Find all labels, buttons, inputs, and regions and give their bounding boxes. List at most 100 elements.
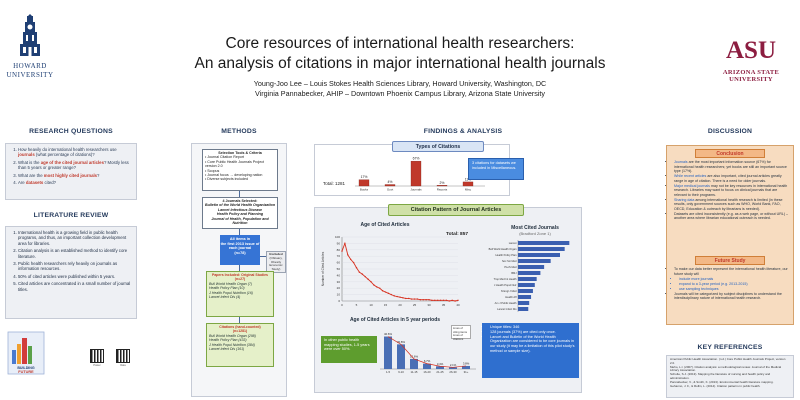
- literature-review-item: Cited articles are concentrated in a sma…: [18, 281, 133, 292]
- selection-tool-item: • Journal focus → developing nation: [205, 173, 263, 178]
- five-series-line: [387, 336, 467, 368]
- cited-category-label: Lancet: [509, 241, 517, 245]
- research-question-text: (what percentage of citations)?: [34, 152, 95, 158]
- reference-item: Pannabecker, V., & Smith, K. (2013). Env…: [670, 379, 774, 384]
- cited-category-label: Bull World Health Organ: [489, 247, 517, 251]
- five-value-label: 6.7%: [424, 359, 431, 363]
- types-chart: 17%Books4%Govt67%Journals2%Reports11%Mis…: [355, 157, 485, 192]
- public-health-note: In other public health mapping studies, …: [321, 336, 377, 363]
- age-x-tick: 10: [369, 303, 373, 307]
- conclusion-highlight: Major medical journals: [674, 183, 710, 188]
- five-bar: [436, 366, 444, 369]
- age-point: [425, 299, 427, 301]
- paper-count-item: Bull World Health Organ (7): [209, 281, 252, 286]
- methods-panel: Selection Tools & Criteria • Journal Cit…: [191, 143, 287, 397]
- conclusion-list: Journals are the most important informat…: [670, 160, 790, 221]
- research-question: What is the age of the cited journal art…: [18, 160, 133, 171]
- age-y-tick: 40: [337, 273, 341, 277]
- papers-included-list: Bull World Health Organ (7) Health Policy…: [209, 282, 271, 300]
- reference-item: Gehanno, J. F., & Rollin, L. (2014). Cit…: [670, 383, 761, 388]
- citation-count-item: Health Policy Plan (433): [209, 338, 247, 343]
- types-category-label: Books: [360, 188, 369, 192]
- paper-count-item: Health Policy Plan (10): [209, 286, 245, 291]
- flow-arrow: [260, 256, 266, 257]
- cited-bar: [518, 295, 532, 299]
- howard-logo: HOWARD UNIVERSITY: [4, 14, 56, 80]
- excluded-title: Excluded: [269, 252, 283, 256]
- asu-letters: ASU: [726, 37, 776, 62]
- selection-tools-list: • Journal Citation Report • Core Public H…: [205, 155, 275, 181]
- cited-category-label: Lancet Infect Dis: [497, 307, 517, 311]
- papers-included-title: Papers Included: Original Studies: [211, 273, 268, 277]
- types-note: 3 citations for datasets we included in …: [468, 158, 524, 180]
- all-items-line-1: All items in: [229, 237, 251, 241]
- five-value-label: 2.1%: [450, 363, 457, 367]
- age-point: [454, 300, 456, 302]
- five-category-label: 26-30: [449, 370, 457, 374]
- papers-included-box: Papers Included: Original Studies (n=27)…: [206, 271, 274, 317]
- title-line-2: An analysis of citations in major intern…: [194, 55, 606, 72]
- research-question-text: ? Mostly less than 5 years or greater ra…: [18, 159, 129, 171]
- qr-code-data[interactable]: [116, 349, 130, 363]
- age-point: [358, 271, 361, 273]
- research-question-text: cited?: [43, 180, 56, 186]
- types-category-label: Journals: [410, 188, 422, 192]
- citations-box: Citations (hand-counted) (n=1281) Bull W…: [206, 323, 274, 367]
- types-category-label: Misc: [465, 188, 472, 192]
- journals-selected-list: Bulletin of the World Health Organizatio…: [205, 203, 275, 225]
- types-title: Types of Citations: [392, 141, 484, 152]
- literature-review-item: 50% of cited articles were published wit…: [18, 274, 133, 279]
- five-category-label: 21-25: [436, 370, 444, 374]
- selection-tool-item: • Core Public Health Journals Project ve…: [205, 159, 264, 169]
- excluded-line-1: (Obituary,: [269, 255, 283, 260]
- age-x-tick: 30: [427, 303, 431, 307]
- age-point: [402, 297, 404, 299]
- author-line-1: Young-Joo Lee – Louis Stokes Health Scie…: [253, 79, 547, 88]
- age-point: [361, 273, 363, 275]
- age-y-tick: 20: [337, 286, 341, 290]
- cited-category-label: Trop Med Int Health: [494, 277, 517, 281]
- literature-review-item: International health is a growing field …: [18, 230, 133, 246]
- age-x-tick: 40: [456, 303, 460, 307]
- conclusion-item: While recent articles are also important…: [674, 174, 790, 183]
- age-total: Total: 857: [446, 232, 469, 237]
- selection-tools-title: Selection Tools & Criteria: [218, 151, 262, 155]
- future-study-text: To make our data better represent the in…: [670, 267, 790, 301]
- types-bar: [410, 160, 422, 187]
- five-value-label: 12.6%: [410, 354, 418, 358]
- future-study-item: Journals will be categorized by subject …: [674, 292, 790, 301]
- cited-bar: [518, 241, 570, 245]
- five-value-label: 30.8%: [397, 340, 405, 344]
- future-study-item: expand to a 3-year period (e.g. 2013-201…: [679, 282, 790, 287]
- future-study-list: To make our data better represent the in…: [670, 267, 790, 301]
- legend-line-1: Lines of citing items: [453, 326, 467, 334]
- research-question-highlight: journals: [18, 152, 35, 158]
- types-total: Total: 1281: [323, 181, 346, 186]
- five-bar: [384, 336, 392, 369]
- research-question-text: What are the: [18, 172, 44, 178]
- age-x-tick: 35: [442, 303, 446, 307]
- citation-count-item: Lancet Infect Dis (161): [209, 347, 245, 352]
- five-bar: [423, 363, 431, 369]
- age-point: [344, 242, 346, 245]
- age-point: [457, 299, 459, 302]
- all-items-box: All items in the first 2013 issue of eac…: [220, 235, 260, 265]
- cited-category-label: J Health Popul Nutr: [494, 283, 517, 287]
- five-year-legend: Lines of citing items Lines of citations: [451, 325, 471, 340]
- age-y-tick: 80: [337, 248, 341, 252]
- types-value-label: 4%: [388, 180, 393, 184]
- age-point: [347, 254, 349, 256]
- literature-review-item: Public health researchers rely heavily o…: [18, 261, 133, 272]
- conclusion-highlight: Journals: [674, 160, 688, 164]
- age-x-tick: 0: [341, 303, 343, 307]
- age-point: [428, 299, 430, 301]
- qr-code-poster[interactable]: [90, 349, 104, 363]
- types-bar: [358, 179, 370, 187]
- conclusion-item: Journals are the most important informat…: [674, 160, 790, 174]
- cited-category-label: Soc Sci Med: [502, 259, 517, 263]
- age-point: [367, 278, 369, 280]
- age-y-tick: 60: [337, 261, 341, 265]
- five-category-label: 6-10: [398, 370, 404, 374]
- cited-bar: [518, 277, 537, 281]
- conclusion-text: may not be key resources in internationa…: [674, 183, 788, 197]
